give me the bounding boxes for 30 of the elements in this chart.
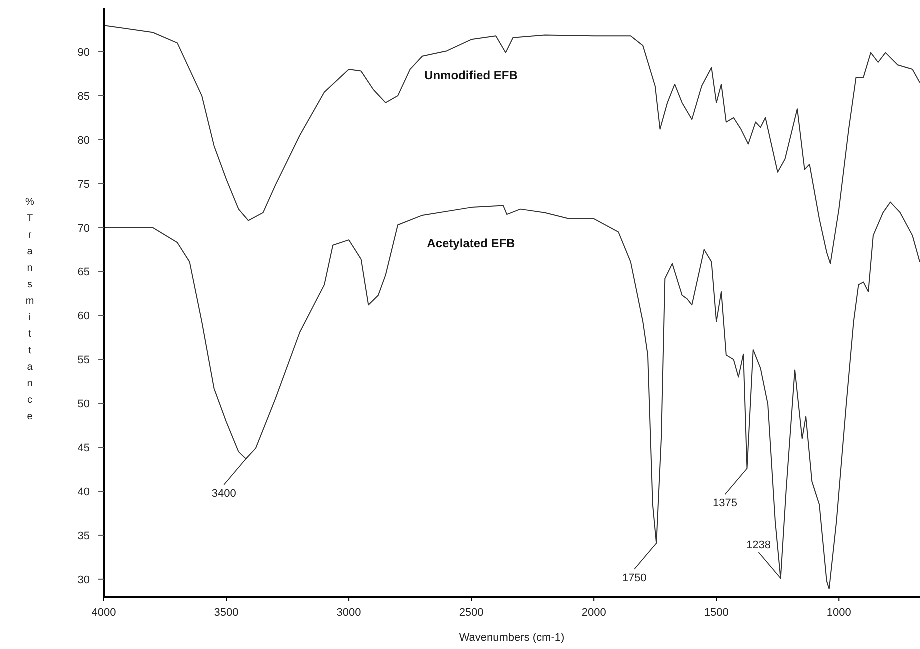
- x-tick-label: 1000: [826, 607, 852, 619]
- x-tick-label: 2000: [582, 607, 606, 619]
- x-tick-label: 3500: [214, 607, 239, 619]
- y-tick-label: 50: [78, 398, 90, 411]
- annotation: 3400: [212, 488, 236, 500]
- annotation: 1238: [746, 540, 772, 552]
- annotation: 1375: [713, 498, 738, 510]
- y-tick-label: 65: [78, 266, 90, 279]
- y-tick-label: 55: [78, 354, 90, 367]
- annotation: 1750: [622, 572, 647, 584]
- y-tick-label: 80: [78, 134, 90, 147]
- y-tick-label: 30: [78, 574, 90, 586]
- y-tick-label: 90: [78, 46, 90, 59]
- line-series: [104, 202, 920, 590]
- x-tick-label: 1500: [704, 607, 729, 619]
- x-tick-label: 4000: [92, 607, 116, 619]
- y-tick-label: 35: [78, 530, 90, 542]
- line-series: [104, 25, 920, 264]
- x-tick-label: 3000: [336, 607, 362, 619]
- series-label: Acetylated EFB: [427, 236, 516, 251]
- y-tick-label: 70: [78, 222, 90, 235]
- x-tick-label: 2500: [459, 607, 484, 619]
- y-tick-label: 60: [78, 310, 90, 323]
- y-tick-label: 40: [78, 486, 90, 499]
- series-label: Unmodified EFB: [424, 68, 518, 83]
- y-tick-label: 75: [78, 178, 90, 191]
- y-tick-label: 45: [78, 442, 90, 455]
- y-tick-label: 85: [78, 90, 90, 103]
- text: %Transmittance: [26, 197, 34, 422]
- x-axis-title: Wavenumbers (cm-1): [459, 632, 565, 644]
